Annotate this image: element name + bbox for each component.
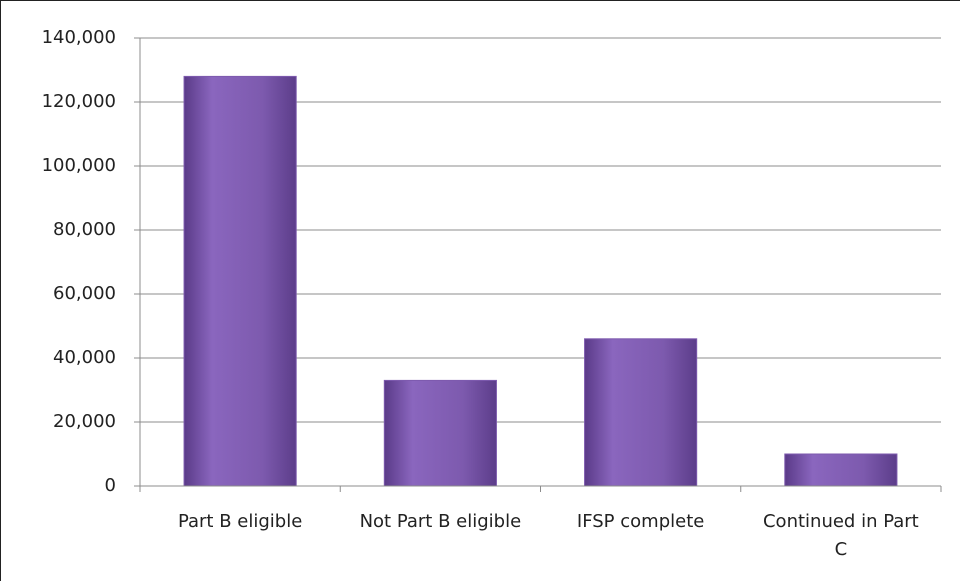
y-tick-label: 0 (105, 475, 116, 496)
bar (784, 453, 898, 487)
x-tick-label: Continued in Part C (762, 511, 919, 560)
y-tick-label: 60,000 (53, 283, 116, 304)
y-tick-label: 20,000 (53, 411, 116, 432)
y-tick-label: 140,000 (42, 27, 116, 48)
bar (183, 75, 297, 487)
y-tick-label: 120,000 (42, 91, 116, 112)
x-tick-label: Part B eligible (177, 511, 303, 532)
y-tick-label: 80,000 (53, 219, 116, 240)
bar (584, 338, 698, 487)
y-tick-label: 40,000 (53, 347, 116, 368)
x-tick-label: Not Part B eligible (359, 511, 522, 532)
y-tick-label: 100,000 (42, 155, 116, 176)
x-tick-label: IFSP complete (576, 511, 705, 532)
bar (383, 379, 497, 487)
